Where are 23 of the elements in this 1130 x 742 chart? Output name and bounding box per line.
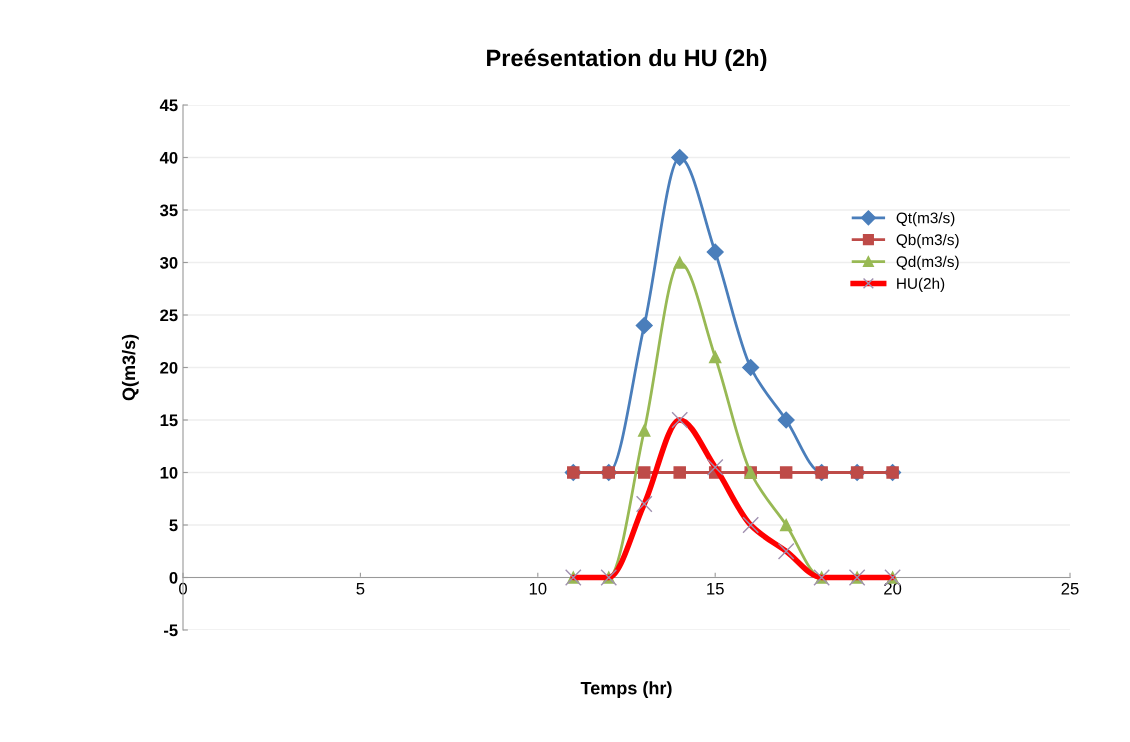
y-tick-label: 35	[159, 204, 178, 217]
x-tick-label: 5	[356, 582, 365, 595]
y-tick-label: -5	[163, 624, 178, 637]
y-axis-title: Q(m3/s)	[121, 334, 139, 401]
y-tick-label: 20	[160, 361, 178, 374]
y-tick-label: 10	[160, 466, 178, 479]
y-tick-label: 25	[160, 309, 178, 322]
legend-label: Qb(m3/s)	[896, 233, 959, 249]
y-tick-label: 40	[159, 151, 178, 164]
y-tick-label: 45	[159, 99, 178, 112]
x-tick-label: 25	[1061, 582, 1079, 595]
legend-label: HU(2h)	[897, 277, 945, 292]
y-tick-label: 0	[169, 571, 178, 584]
x-tick-label: 0	[179, 582, 187, 595]
chart-title: Preésentation du HU (2h)	[487, 48, 767, 72]
x-tick-label: 10	[529, 582, 547, 595]
y-tick-label: 5	[169, 519, 178, 532]
y-tick-label: 30	[159, 256, 178, 269]
legend-label: Qt(m3/s)	[896, 212, 955, 227]
x-axis-title: Temps (hr)	[580, 681, 672, 699]
y-tick-label: 15	[160, 414, 178, 427]
x-tick-label: 15	[707, 582, 724, 595]
legend-label: Qd(m3/s)	[896, 255, 959, 271]
